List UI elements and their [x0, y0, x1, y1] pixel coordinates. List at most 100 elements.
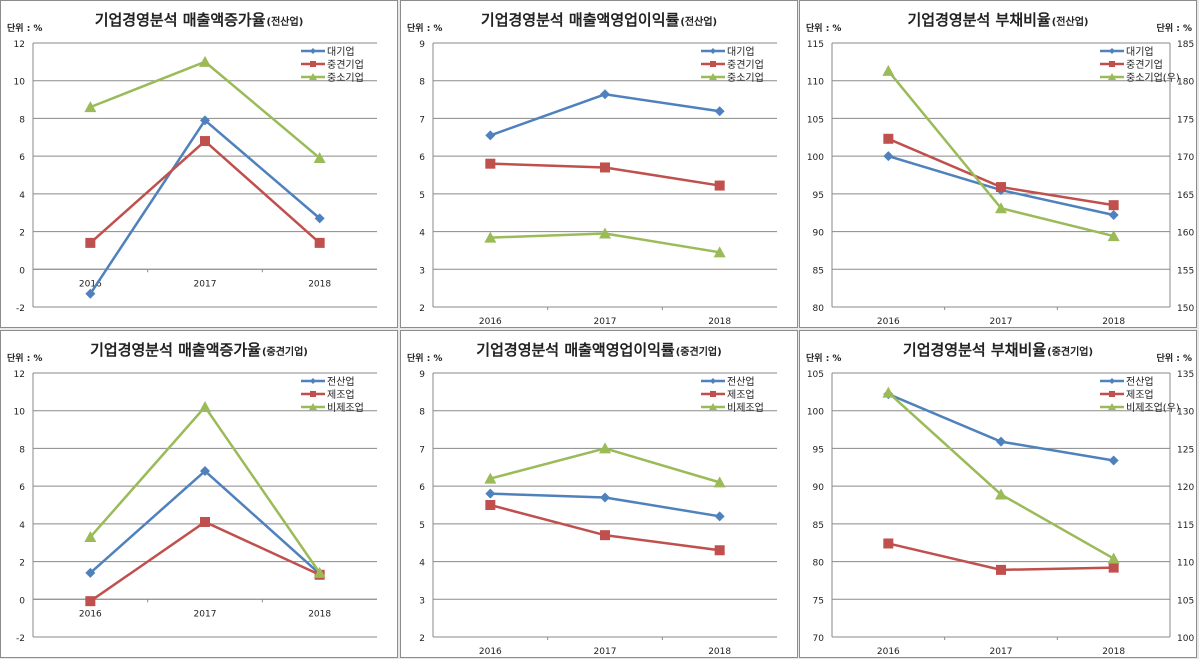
y-tick-label: 105	[807, 370, 824, 380]
y-tick-label: 9	[419, 370, 425, 380]
y2-tick-label: 135	[1177, 370, 1194, 380]
y2-tick-label: 185	[1177, 40, 1194, 50]
y-tick-label: 100	[807, 408, 824, 418]
y-tick-label: 9	[419, 40, 425, 50]
data-point	[85, 288, 96, 299]
data-point	[599, 442, 611, 454]
x-tick-label: 2017	[194, 609, 217, 619]
chart-title-main: 기업경영분석 매출액증가율	[90, 341, 261, 359]
y-tick-label: 6	[419, 483, 425, 493]
legend-label: 전산업	[327, 375, 355, 388]
x-tick-label: 2016	[479, 317, 502, 327]
chart-title-suffix: (중견기업)	[262, 345, 308, 358]
data-point	[883, 538, 894, 549]
y-tick-label: 6	[19, 153, 25, 163]
y-tick-label: 8	[19, 445, 25, 455]
y-tick-label: 95	[813, 445, 824, 455]
y-tick-label: 4	[419, 229, 425, 239]
data-point	[883, 133, 894, 144]
data-point	[485, 158, 496, 169]
x-tick-label: 2017	[594, 317, 617, 327]
unit-label-right: 단위 : %	[1157, 352, 1192, 364]
legend-marker	[710, 391, 716, 397]
y-tick-label: 6	[419, 153, 425, 163]
y2-tick-label: 180	[1177, 78, 1194, 88]
data-point	[713, 476, 726, 488]
series-1	[485, 500, 725, 556]
legend-label: 중소기업	[327, 71, 364, 84]
legend-marker	[1109, 378, 1115, 384]
series-line	[490, 447, 721, 484]
data-point	[85, 237, 96, 248]
chart-title: 기업경영분석 매출액영업이익률(전산업)	[481, 11, 717, 29]
y-tick-label: 4	[419, 559, 425, 569]
legend-label: 대기업	[1126, 45, 1154, 58]
legend-label: 중견기업	[727, 58, 764, 71]
y-tick-label: -2	[16, 634, 25, 644]
legend-marker	[309, 73, 317, 80]
data-point	[995, 488, 1007, 500]
data-point	[996, 436, 1006, 447]
y-tick-label: 8	[419, 408, 425, 418]
x-tick-label: 2018	[708, 317, 731, 327]
x-tick-label: 2018	[308, 279, 331, 289]
legend-marker	[310, 378, 316, 384]
legend-marker	[710, 378, 716, 384]
chart-panel: 기업경영분석 매출액증가율(중견기업) 단위 : % -2 0 2 4 6 8 10 12 2016…	[0, 330, 398, 658]
chart-title-suffix: (전산업)	[680, 15, 717, 28]
legend-label: 제조업	[1126, 388, 1154, 401]
data-point	[85, 567, 96, 578]
y-tick-label: 12	[14, 40, 25, 50]
y-tick-label: 4	[19, 521, 25, 531]
data-point	[600, 162, 610, 173]
data-point	[713, 246, 726, 258]
data-point	[485, 130, 496, 141]
y-tick-label: 2	[419, 634, 425, 644]
series-line	[887, 391, 1115, 560]
y-tick-label: 3	[419, 266, 425, 276]
chart-title: 기업경영분석 매출액증가율(중견기업)	[90, 341, 308, 359]
data-point	[600, 530, 610, 541]
data-point	[714, 545, 725, 556]
series-0	[883, 389, 1119, 466]
data-point	[882, 386, 895, 398]
y-tick-label: 5	[419, 521, 425, 531]
series-2	[484, 227, 726, 258]
y-tick-label: 85	[813, 521, 824, 531]
data-point	[1108, 455, 1119, 466]
series-line	[89, 404, 321, 574]
series-line	[89, 118, 321, 295]
data-point	[600, 492, 610, 503]
legend-marker	[1108, 403, 1116, 410]
data-point	[1108, 562, 1119, 573]
legend-label: 중소기업(우)	[1126, 71, 1180, 84]
chart-title-main: 기업경영분석 매출액영업이익률	[476, 341, 675, 359]
y-tick-label: 90	[813, 483, 825, 493]
data-point	[882, 64, 895, 76]
y-tick-label: 3	[419, 596, 425, 606]
chart-svg: 기업경영분석 부채비율(전산업) 단위 : % 단위 : % 80 85 90 95 100 1…	[806, 11, 1194, 327]
unit-label-right: 단위 : %	[1157, 22, 1192, 34]
y2-tick-label: 130	[1177, 408, 1194, 418]
legend-label: 대기업	[327, 45, 355, 58]
series-line	[887, 392, 1114, 462]
series-2	[84, 400, 326, 578]
x-tick-label: 2018	[1102, 647, 1125, 657]
series-0	[485, 488, 725, 522]
legend-label: 전산업	[1126, 375, 1154, 388]
data-point	[599, 227, 611, 239]
y2-tick-label: 150	[1177, 304, 1194, 314]
legend-label: 제조업	[327, 388, 355, 401]
y-tick-label: 7	[419, 115, 425, 125]
legend-label: 중견기업	[1126, 58, 1163, 71]
data-point	[1108, 200, 1119, 211]
y-tick-label: 90	[813, 229, 825, 239]
chart-title-suffix: (중견기업)	[1047, 345, 1093, 358]
legend-marker	[310, 391, 316, 397]
y2-tick-label: 170	[1177, 153, 1194, 163]
legend-marker	[309, 403, 317, 410]
y-tick-label: 105	[807, 115, 824, 125]
y-tick-label: 7	[419, 445, 425, 455]
data-point	[84, 531, 97, 543]
chart-title-suffix: (중견기업)	[676, 345, 722, 358]
